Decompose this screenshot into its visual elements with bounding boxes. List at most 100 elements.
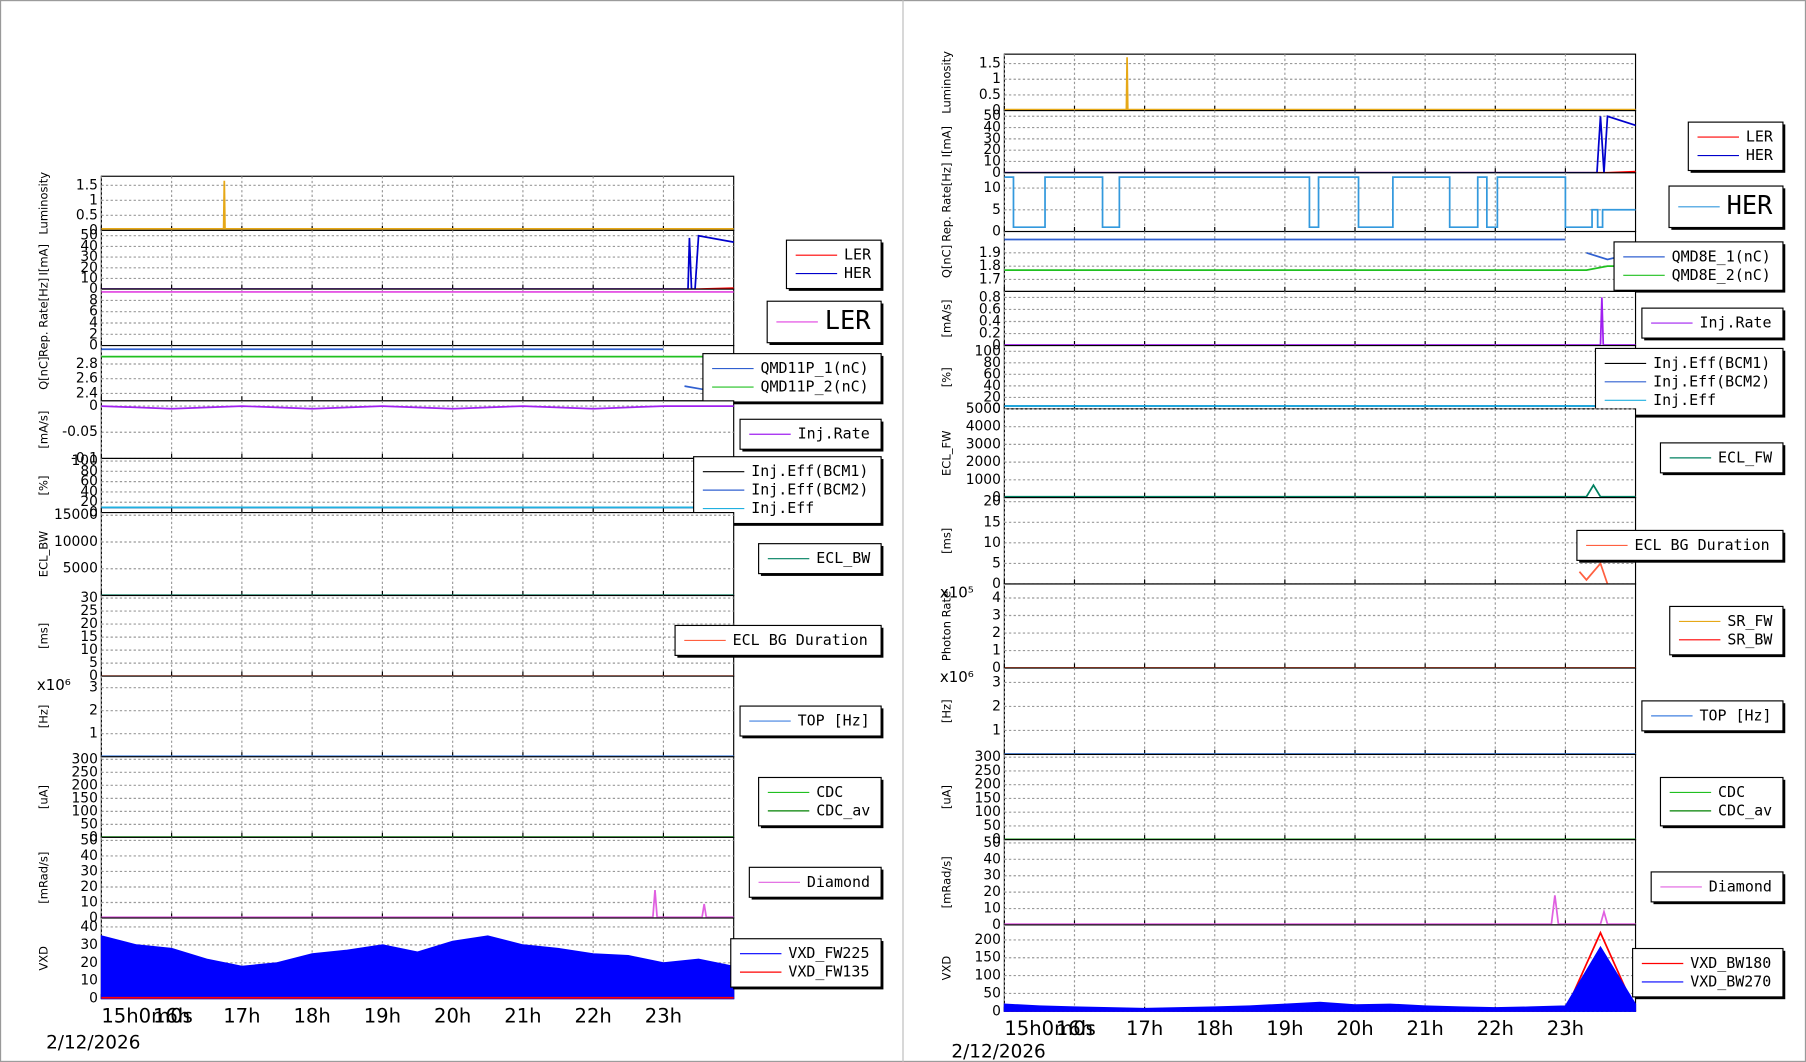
panel-frame (100, 675, 735, 758)
series-line (1578, 561, 1609, 585)
series-area (1003, 945, 1637, 1012)
legend-label: CDC (816, 783, 843, 801)
series-line (1004, 895, 1636, 925)
legend-label: VXD_FW225 (788, 944, 869, 962)
y-tick-label: 0.5 (76, 207, 98, 223)
y-axis-label: I[mA] (36, 244, 50, 275)
legend-label: QMD8E_2(nC) (1672, 266, 1771, 284)
y-tick-label: 0 (992, 660, 1001, 676)
y-tick-label: 4 (992, 590, 1001, 606)
y-axis-label: [mRad/s] (36, 852, 50, 904)
series-line (1004, 57, 1636, 111)
panel-frame (100, 594, 735, 677)
y-tick-label: 0 (89, 281, 98, 297)
y-tick-label: 0 (89, 398, 98, 414)
legend-label: VXD_BW180 (1690, 954, 1771, 972)
x-tick-label: 19h (364, 1005, 401, 1028)
y-tick-label: 250 (975, 763, 1001, 779)
y-tick-label: 250 (72, 764, 98, 780)
y-axis-label: Q[nC] (36, 357, 50, 390)
y-tick-label: 2 (89, 703, 98, 719)
series-line (1004, 176, 1636, 229)
legend-label: LER (1746, 128, 1774, 146)
y-tick-label: 2 (89, 326, 98, 342)
legend-box (1613, 241, 1784, 291)
legend-label: LER (825, 305, 871, 335)
y-tick-label: 40 (983, 851, 1001, 867)
date-label: 2/12/2026 (951, 1042, 1045, 1062)
panel-frame (100, 511, 735, 597)
y-axis-label: [mRad/s] (939, 856, 953, 908)
y-tick-label: 15 (983, 514, 1001, 530)
y-tick-label: 5000 (63, 561, 98, 577)
panel-frame (1003, 110, 1637, 174)
x-tick-label: 15h0m0s (1004, 1017, 1096, 1040)
panel-frame (1003, 344, 1637, 410)
y-axis-label: Photon Rate (939, 591, 953, 661)
y-axis-label: [%] (36, 476, 50, 496)
y-axis-label: Luminosity (36, 172, 50, 235)
y-axis-label: Luminosity (939, 51, 953, 114)
date-label: 2/12/2026 (46, 1033, 140, 1054)
y-tick-label: 0 (992, 338, 1001, 354)
y-tick-label: 1.5 (76, 177, 98, 193)
y-tick-label: 200 (975, 932, 1001, 948)
legend-label: Inj.Eff(BCM2) (751, 481, 868, 499)
panel-frame (100, 344, 735, 402)
panel-frame (100, 288, 735, 347)
x-tick-label: 21h (504, 1005, 541, 1028)
legend-label: QMD11P_1(nC) (761, 359, 869, 377)
y-tick-label: 40 (80, 238, 98, 254)
y-tick-label: 0 (89, 505, 98, 521)
y-tick-label: 2.6 (76, 371, 98, 387)
legend-label: SR_FW (1727, 612, 1773, 630)
y-tick-label: 8 (89, 292, 98, 308)
y-tick-label: 10 (80, 973, 98, 989)
x-tick-label: 15h0m0s (101, 1005, 193, 1028)
series-line (1004, 265, 1636, 271)
legend-label: Inj.Eff(BCM1) (751, 462, 868, 480)
series-line (101, 180, 734, 230)
y-tick-label: 30 (80, 249, 98, 265)
y-tick-label: 1 (89, 726, 98, 742)
y-tick-label: 200 (72, 777, 98, 793)
legend-label: CDC_av (816, 801, 870, 819)
y-axis-label: [ms] (939, 528, 953, 554)
y-tick-label: 1.8 (979, 258, 1001, 274)
y-tick-label: -0.1 (71, 450, 98, 466)
y-tick-label: 20 (983, 884, 1001, 900)
y-tick-label: 60 (983, 366, 1001, 382)
y-tick-label: 50 (983, 108, 1001, 124)
y-tick-label: 300 (975, 749, 1001, 765)
legend-label: Inj.Eff (1653, 391, 1716, 409)
y-tick-label: 50 (80, 816, 98, 832)
legend-label: HER (1727, 190, 1773, 220)
y-tick-label: 100 (72, 453, 98, 469)
legend-label: CDC_av (1718, 801, 1772, 819)
y-tick-label: 25 (80, 603, 98, 619)
y-axis-label: [ms] (36, 623, 50, 649)
x-tick-label: 23h (645, 1005, 682, 1028)
y-axis-label: I[mA] (939, 126, 953, 157)
x-tick-label: 17h (1126, 1017, 1163, 1040)
series-line (101, 890, 734, 919)
legend-box (1659, 776, 1784, 827)
legend-label: Inj.Rate (798, 425, 870, 443)
y-axis-label: Rep. Rate[Hz] (939, 163, 953, 242)
panel-frame (1003, 667, 1637, 756)
legend-label: VXD_FW135 (788, 963, 869, 981)
x-tick-label: 16h (153, 1005, 190, 1028)
y-tick-label: 2 (992, 698, 1001, 714)
legend-label: Inj.Rate (1699, 314, 1771, 332)
y-tick-label: 40 (80, 848, 98, 864)
y-tick-label: 3 (89, 680, 98, 696)
y-tick-label: 0.8 (979, 289, 1001, 305)
y-tick-label: 1.9 (979, 245, 1001, 261)
legend-box (785, 239, 882, 290)
legend-label: ECL_BW (816, 549, 871, 567)
legend-label: VXD_BW270 (1690, 972, 1771, 990)
x-tick-label: 21h (1406, 1017, 1443, 1040)
y-tick-label: 3 (992, 608, 1001, 624)
legend-label: TOP [Hz] (798, 712, 870, 730)
y-tick-label: 0.5 (979, 87, 1001, 103)
